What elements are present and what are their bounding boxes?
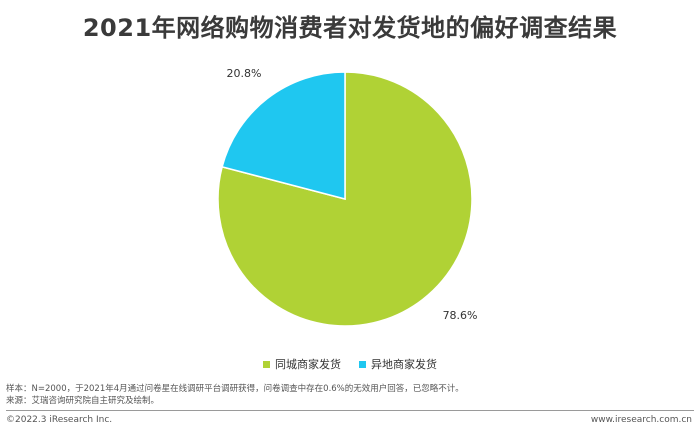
sample-note: 样本：N=2000，于2021年4月通过问卷星在线调研平台调研获得，问卷调查中存…: [6, 384, 464, 394]
website-link[interactable]: www.iresearch.com.cn: [590, 415, 692, 425]
legend-label-local: 同城商家发货: [275, 358, 341, 371]
legend-swatch-local: [263, 360, 270, 368]
slice-label-local: 78.6%: [443, 309, 478, 322]
slice-label-remote: 20.8%: [226, 67, 261, 80]
chart-title: 2021年网络购物消费者对发货地的偏好调查结果: [82, 14, 618, 42]
footer-divider: [6, 410, 694, 411]
legend-item-local: 同城商家发货: [263, 356, 341, 372]
legend: 同城商家发货 异地商家发货: [0, 356, 700, 372]
pie-slice-remote: [221, 71, 346, 200]
copyright-text: ©2022.3 iResearch Inc.: [6, 415, 113, 425]
source-note: 来源：艾瑞咨询研究院自主研究及绘制。: [6, 396, 160, 406]
legend-label-remote: 异地商家发货: [371, 358, 437, 371]
legend-item-remote: 异地商家发货: [359, 356, 437, 372]
legend-swatch-remote: [359, 360, 366, 368]
